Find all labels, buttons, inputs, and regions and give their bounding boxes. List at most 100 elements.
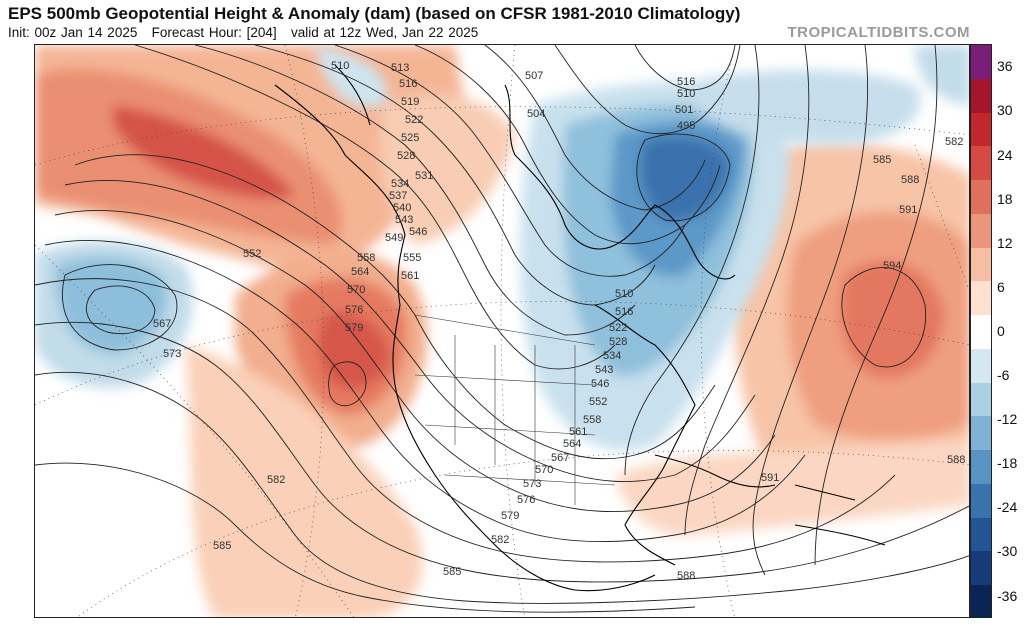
- colorbar-segment: [971, 348, 991, 384]
- colorbar-segment: [971, 450, 991, 485]
- colorbar-segment: [971, 213, 991, 249]
- chart-subtitle: Init: 00z Jan 14 2025 Forecast Hour: [20…: [8, 25, 478, 40]
- contour-label: 588: [901, 174, 919, 186]
- contour-label: 516: [677, 76, 695, 88]
- colorbar-tick: -12: [997, 411, 1018, 427]
- contour-label: 582: [491, 534, 509, 546]
- contour-label: 591: [899, 204, 917, 216]
- contour-label: 510: [677, 88, 695, 100]
- colorbar-tick: 18: [997, 191, 1013, 207]
- contour-label: 540: [393, 202, 411, 214]
- colorbar-segment: [971, 585, 991, 617]
- colorbar-tick: -18: [997, 455, 1018, 471]
- height-contours: [35, 45, 969, 613]
- contour-label: 558: [357, 252, 375, 264]
- contour-label: 585: [873, 154, 891, 166]
- map-panel: 510 513 516 519 522 525 528 531 534 537 …: [34, 44, 970, 618]
- contour-label: 594: [883, 260, 901, 272]
- contour-label: 582: [945, 136, 963, 148]
- brand-watermark: TROPICALTIDBITS.COM: [787, 24, 970, 41]
- colorbar-segment: [971, 483, 991, 519]
- contour-label: 504: [527, 108, 545, 120]
- contour-label: 534: [603, 350, 621, 362]
- contour-label: 528: [397, 150, 415, 162]
- colorbar-segment: [971, 45, 991, 80]
- contour-label: 513: [391, 62, 409, 74]
- colorbar-segment: [971, 247, 991, 283]
- chart-title: EPS 500mb Geopotential Height & Anomaly …: [8, 4, 741, 23]
- contour-label: 495: [677, 120, 695, 132]
- colorbar-tick: 24: [997, 147, 1013, 163]
- contour-label: 516: [399, 78, 417, 90]
- contour-label: 528: [609, 336, 627, 348]
- contour-label: 576: [517, 494, 535, 506]
- colorbar-segment: [971, 180, 991, 215]
- contour-label: 570: [347, 284, 365, 296]
- contour-label: 567: [153, 318, 171, 330]
- colorbar-segment: [971, 146, 991, 182]
- contour-label: 561: [569, 426, 587, 438]
- contour-label: 525: [401, 132, 419, 144]
- colorbar-tick: 12: [997, 235, 1013, 251]
- colorbar-segment: [971, 112, 991, 148]
- lat-lon-grid: [35, 45, 969, 617]
- contour-labels: 510 513 516 519 522 525 528 531 534 537 …: [153, 60, 965, 582]
- contour-label: 531: [415, 170, 433, 182]
- colorbar-tick: 30: [997, 102, 1013, 118]
- contour-label: 585: [213, 540, 231, 552]
- contour-label: 558: [583, 414, 601, 426]
- contour-label: 537: [389, 190, 407, 202]
- contour-label: 546: [409, 226, 427, 238]
- contour-label: 588: [947, 454, 965, 466]
- colorbar-tick: 0: [997, 323, 1005, 339]
- valid-time: valid at 12z Wed, Jan 22 2025: [290, 25, 479, 40]
- colorbar-segment: [971, 551, 991, 587]
- contour-label: 576: [345, 304, 363, 316]
- colorbar-segment: [971, 281, 991, 317]
- contour-label: 555: [403, 252, 421, 264]
- colorbar-segment: [971, 416, 991, 452]
- contour-label: 579: [501, 510, 519, 522]
- contour-label: 507: [525, 70, 543, 82]
- colorbar-segment: [971, 517, 991, 553]
- coastlines: [274, 64, 886, 592]
- contour-label: 519: [401, 96, 419, 108]
- contour-label: 543: [395, 214, 413, 226]
- map-svg: 510 513 516 519 522 525 528 531 534 537 …: [35, 45, 969, 617]
- colorbar-tick: -24: [997, 499, 1018, 515]
- anomaly-colorbar: [970, 44, 992, 618]
- colorbar-segment: [971, 315, 991, 350]
- colorbar-tick: 6: [997, 279, 1005, 295]
- contour-label: 552: [589, 396, 607, 408]
- colorbar-ticks: 36 30 24 18 12 6 0 -6 -12 -18 -24 -30 -3…: [993, 44, 1024, 618]
- contour-label: 549: [385, 232, 403, 244]
- negative-anomaly-shading: [35, 45, 969, 451]
- colorbar-tick: -36: [997, 588, 1018, 604]
- contour-label: 591: [761, 472, 779, 484]
- contour-label: 588: [677, 570, 695, 582]
- contour-label: 552: [243, 248, 261, 260]
- colorbar-segment: [971, 78, 991, 114]
- colorbar-tick: -30: [997, 543, 1018, 559]
- contour-label: 516: [615, 306, 633, 318]
- contour-label: 564: [351, 266, 369, 278]
- contour-label: 570: [535, 464, 553, 476]
- contour-label: 561: [401, 270, 419, 282]
- contour-label: 510: [331, 60, 349, 72]
- contour-label: 573: [523, 478, 541, 490]
- contour-label: 573: [163, 348, 181, 360]
- forecast-hour: Forecast Hour: [204]: [151, 25, 277, 40]
- contour-label: 534: [391, 178, 409, 190]
- contour-label: 546: [591, 378, 609, 390]
- contour-label: 522: [405, 114, 423, 126]
- init-time: Init: 00z Jan 14 2025: [8, 25, 138, 40]
- contour-label: 585: [443, 566, 461, 578]
- contour-label: 543: [595, 364, 613, 376]
- colorbar-tick: -6: [997, 367, 1010, 383]
- colorbar-segment: [971, 382, 991, 418]
- state-borders: [414, 314, 616, 505]
- contour-label: 501: [675, 104, 693, 116]
- contour-label: 522: [609, 322, 627, 334]
- colorbar-tick: 36: [997, 58, 1013, 74]
- contour-label: 510: [615, 288, 633, 300]
